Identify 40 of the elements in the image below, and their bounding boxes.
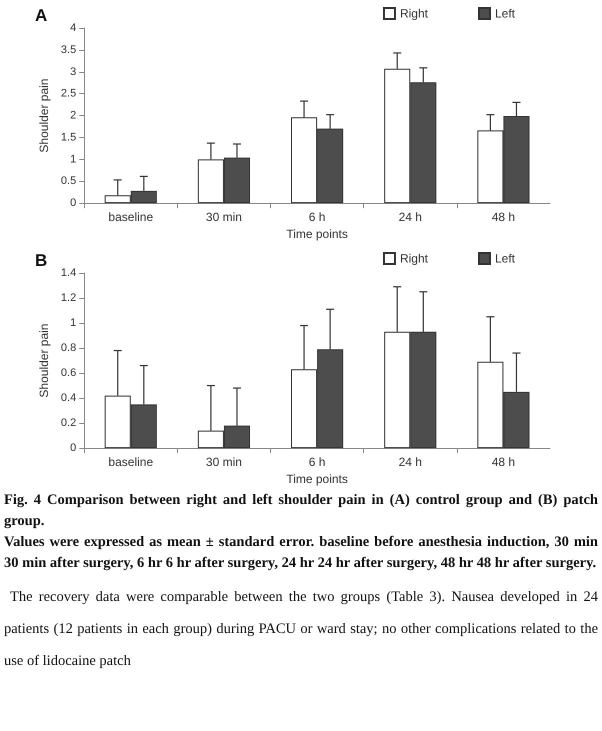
legend-label: Right (400, 252, 429, 266)
x-tick-label: baseline (108, 210, 154, 224)
y-tick-label: 0.5 (60, 175, 76, 188)
legend-label: Right (400, 6, 429, 20)
y-tick-label: 0 (70, 197, 76, 210)
x-tick-label: 30 min (206, 210, 242, 224)
x-tick-label: 6 h (308, 455, 326, 470)
y-tick-label: 1 (70, 153, 76, 166)
y-tick-label: 1 (70, 317, 76, 330)
x-tick-label: 24 h (398, 455, 422, 470)
text: The recovery data were comparable between the two groups (Table 3). Nausea developed in 24 patients (12 patients in each group) during PACU or ward stay; no other complications related to the use of lidocaine patch (4, 588, 598, 671)
y-axis-title: Shoulder pain (37, 78, 51, 153)
x-axis-title: Time points (286, 227, 348, 241)
y-tick-label: 3.5 (60, 44, 76, 56)
y-tick-label: 2.5 (60, 88, 76, 100)
x-tick-label: 30 min (206, 455, 242, 470)
y-tick-label: 0.2 (60, 417, 76, 430)
y-tick-label: 3 (70, 66, 76, 78)
x-axis-title: Time points (286, 472, 348, 486)
y-tick-label: 4 (70, 22, 76, 34)
x-tick-label: 24 h (398, 210, 422, 224)
x-tick-label: 48 h (492, 455, 516, 470)
y-tick-label: 0 (70, 442, 76, 454)
caption: Fig. 4 Comparison between right and left shoulder pain in (A) control group and (B) patch group. (4, 491, 598, 532)
chart-title: A (35, 6, 48, 25)
legend-label: Left (494, 6, 516, 20)
y-tick-label: 0.4 (60, 392, 76, 404)
y-axis-title: Shoulder pain (37, 324, 51, 398)
text: Values were expressed as mean ± standard error. baseline before anesthesia induction, 30 min 30 min after surgery, 6 hr 6 hr after surgery, 24 hr 24 hr after surgery, 48 hr 48 hr after surgery. (4, 533, 598, 574)
x-tick-label: baseline (108, 455, 154, 470)
x-tick-label: 6 h (308, 210, 326, 224)
y-tick-label: 1.5 (60, 131, 76, 144)
chart-title: B (35, 251, 48, 270)
y-tick-label: 0.6 (60, 367, 76, 380)
y-tick-label: 1.4 (60, 267, 76, 279)
y-tick-label: 1.2 (60, 292, 76, 304)
legend-label: Left (494, 252, 516, 266)
y-tick-label: 2 (70, 110, 76, 122)
x-tick-label: 48 h (492, 210, 516, 224)
y-tick-label: 0.8 (60, 342, 76, 354)
